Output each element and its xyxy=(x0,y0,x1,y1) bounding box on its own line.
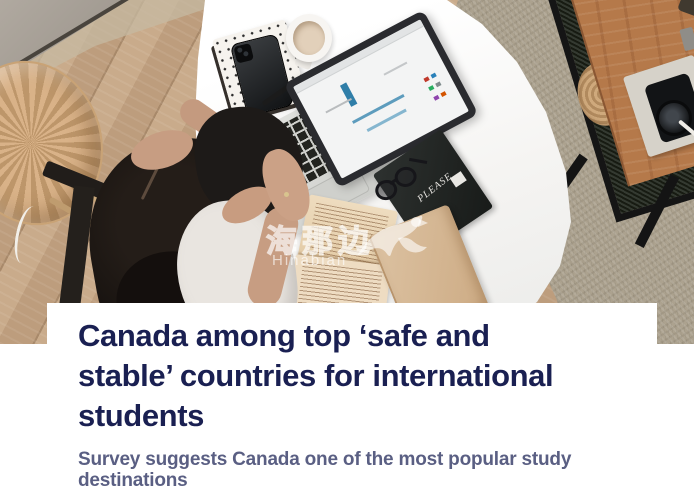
screen-slider-line xyxy=(352,94,405,125)
article-subheadline: Survey suggests Canada one of the most p… xyxy=(78,449,657,491)
headline-line: Canada among top ‘safe and xyxy=(78,318,490,353)
screen-color-chip xyxy=(423,76,430,83)
book-cover-tag xyxy=(449,171,467,188)
finger-ring xyxy=(284,192,289,197)
screen-color-chip xyxy=(430,72,438,79)
article-header-card: Canada among top ‘safe and stable’ count… xyxy=(47,303,657,495)
camera-lens xyxy=(656,100,692,136)
headline-line: stable’ countries for international xyxy=(78,358,554,393)
article-hero-photo: PLEASE 海那边 Hinabian xyxy=(0,0,694,344)
watermark: 海那边 Hinabian xyxy=(265,215,486,276)
screen-text-line xyxy=(383,61,408,76)
watermark-latin-text: Hinabian xyxy=(272,252,348,269)
watermark-cjk-text: 海那边 xyxy=(265,223,374,260)
headline-line: students xyxy=(78,398,204,433)
subheadline-line: destinations xyxy=(78,470,188,491)
screen-color-chip xyxy=(440,90,448,97)
eyeglasses-temple xyxy=(409,157,428,164)
screen-color-chip xyxy=(428,85,435,92)
screen-color-chip xyxy=(433,94,440,101)
screen-color-chip xyxy=(435,81,443,88)
screen-text-line xyxy=(325,98,353,114)
bird-icon xyxy=(357,215,428,256)
article-headline: Canada among top ‘safe and stable’ count… xyxy=(78,316,657,436)
mug-interior xyxy=(293,21,325,55)
subheadline-line: Survey suggests Canada one of the most p… xyxy=(78,449,572,470)
coffee-mug xyxy=(286,14,332,62)
